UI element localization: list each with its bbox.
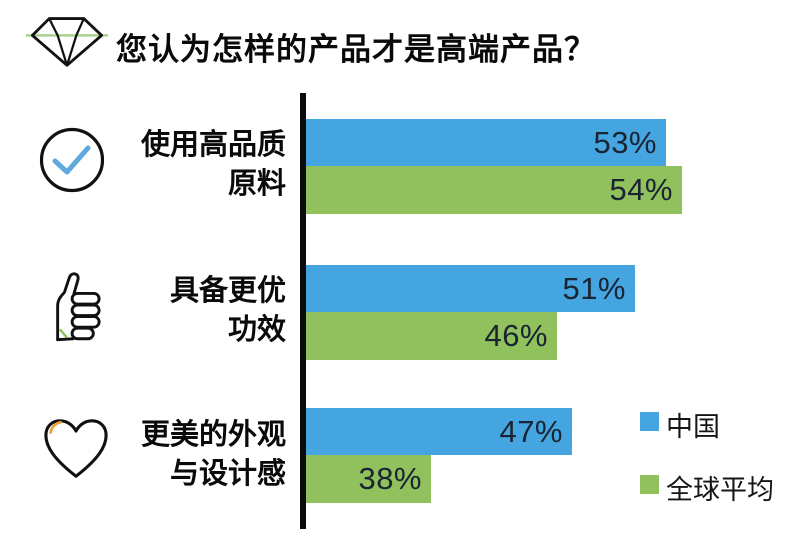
bar-china-efficacy: 51% (306, 265, 635, 312)
bar-value-label: 46% (484, 318, 548, 353)
bar-value-label: 51% (562, 270, 626, 306)
category-label-line: 具备更优 (169, 275, 286, 307)
bar-value-label: 53% (593, 124, 657, 160)
bar-value-label: 54% (609, 172, 673, 207)
bar-china-design: 47% (306, 408, 572, 455)
diamond-icon (25, 17, 109, 67)
thumbs-up-icon (56, 272, 101, 342)
category-label-line: 原料 (227, 168, 286, 200)
bar-value-label: 47% (499, 413, 563, 449)
category-label-quality: 使用高品质 原料 (100, 126, 286, 204)
category-label-line: 与设计感 (169, 458, 286, 490)
category-label-line: 使用高品质 (140, 129, 286, 161)
bar-global-design: 38% (306, 455, 431, 503)
legend-swatch-global (640, 475, 659, 494)
heart-icon (44, 419, 108, 478)
category-label-efficacy: 具备更优 功效 (100, 272, 286, 350)
category-label-design: 更美的外观 与设计感 (100, 416, 286, 494)
y-axis-line (300, 93, 306, 529)
legend-label-global: 全球平均 (666, 475, 774, 505)
legend-swatch-china (640, 412, 659, 431)
bar-china-quality: 53% (306, 119, 666, 166)
bar-global-efficacy: 46% (306, 312, 557, 360)
page-title: 您认为怎样的产品才是高端产品？ (116, 32, 596, 67)
check-circle-icon (39, 127, 105, 193)
category-label-line: 功效 (227, 314, 286, 346)
legend-label-china: 中国 (666, 412, 720, 442)
category-label-line: 更美的外观 (140, 419, 286, 451)
bar-global-quality: 54% (306, 166, 682, 214)
bar-value-label: 38% (358, 461, 422, 496)
